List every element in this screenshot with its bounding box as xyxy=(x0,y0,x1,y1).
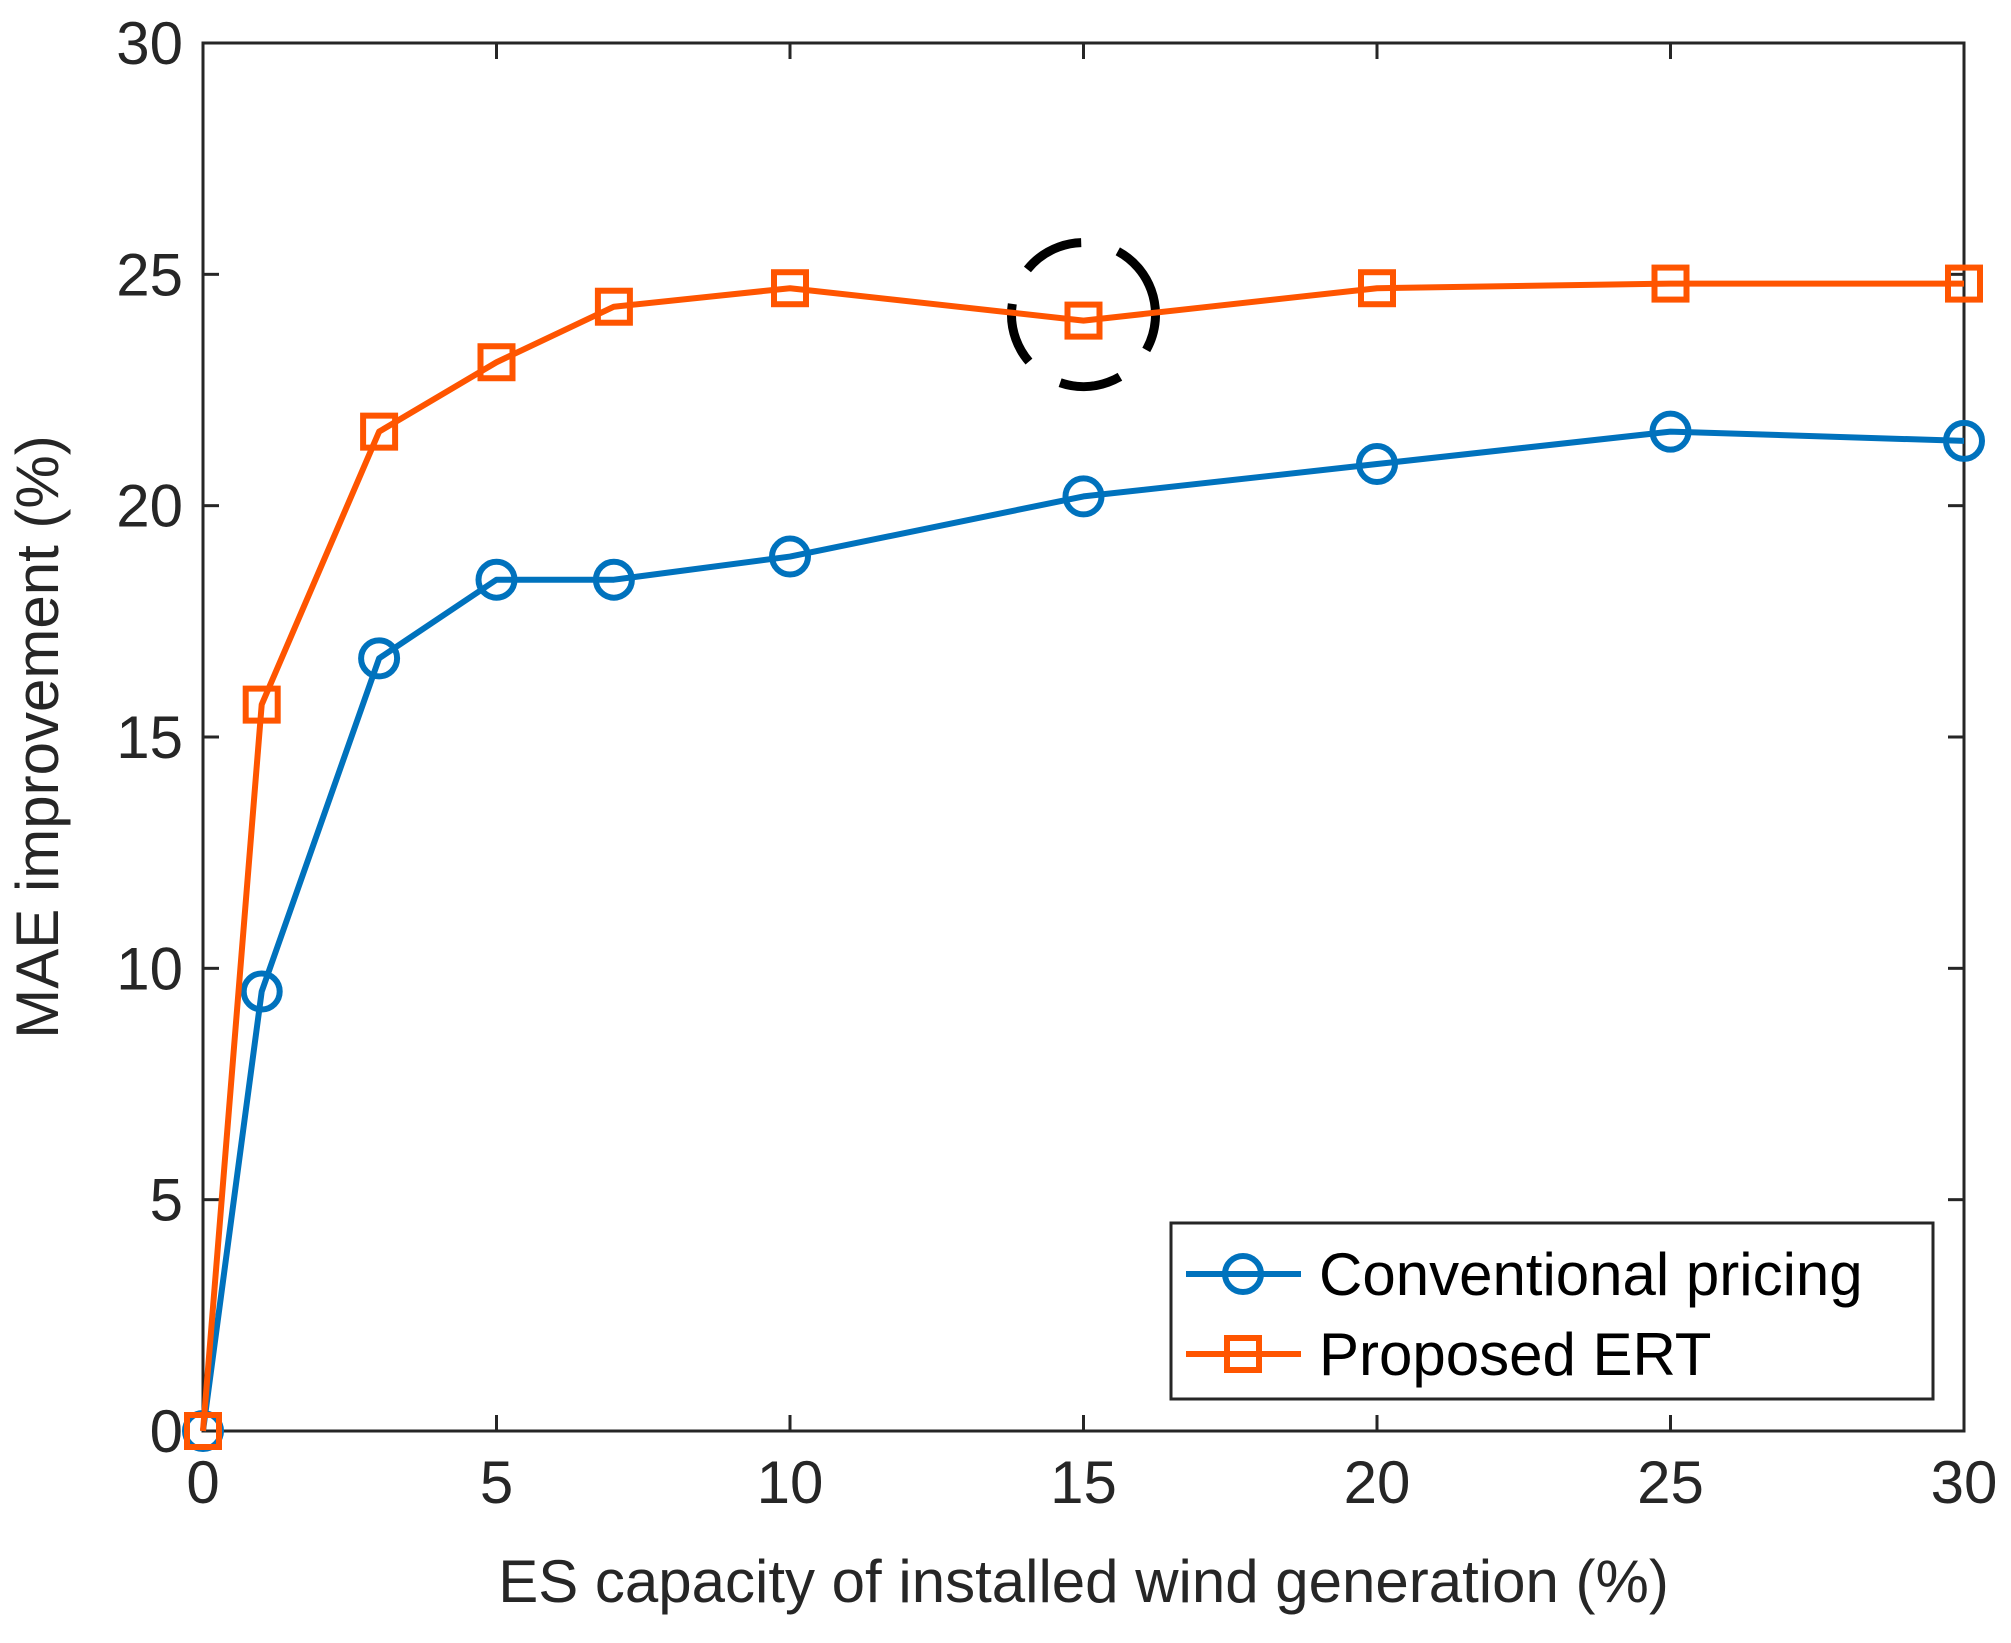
y-tick-label: 25 xyxy=(116,241,183,308)
data-point xyxy=(1945,264,1983,303)
series-line xyxy=(200,428,1965,1432)
legend-marker xyxy=(1222,1253,1264,1295)
x-tick-label: 25 xyxy=(1637,1449,1704,1516)
legend: Conventional pricing Proposed ERT xyxy=(1169,1221,1935,1401)
legend-entry: Proposed ERT xyxy=(1186,1321,1711,1388)
data-point xyxy=(360,412,399,451)
x-tick-label: 20 xyxy=(1344,1449,1411,1516)
highlight-dashed-circle xyxy=(1007,238,1160,392)
data-point xyxy=(1356,443,1398,486)
series-proposed-ert xyxy=(184,264,1983,1450)
data-point xyxy=(594,287,633,326)
data-point xyxy=(1064,301,1103,340)
y-tick-label: 10 xyxy=(116,935,183,1002)
x-tick-label: 15 xyxy=(1050,1449,1117,1516)
y-tick-label: 15 xyxy=(116,704,183,771)
series-line xyxy=(200,280,1964,1432)
axis-tick-labels: 0 5 10 15 20 25 30 0 5 10 15 20 25 30 xyxy=(116,10,1997,1516)
data-point xyxy=(240,970,283,1013)
legend-entry: Conventional pricing xyxy=(1186,1241,1863,1308)
data-point xyxy=(1943,419,1985,462)
legend-box xyxy=(1169,1221,1935,1401)
x-tick-label: 30 xyxy=(1931,1449,1998,1516)
legend-label: Proposed ERT xyxy=(1319,1321,1711,1388)
data-point xyxy=(242,685,281,724)
data-point xyxy=(771,269,809,308)
legend-marker xyxy=(1224,1335,1262,1373)
data-point xyxy=(358,637,401,680)
x-tick-label: 10 xyxy=(757,1449,824,1516)
x-tick-label: 5 xyxy=(480,1449,513,1516)
x-axis-title: ES capacity of installed wind generation… xyxy=(498,1548,1669,1615)
legend-label: Conventional pricing xyxy=(1319,1241,1863,1308)
data-point xyxy=(1062,475,1105,518)
y-tick-label: 5 xyxy=(150,1167,183,1234)
data-point xyxy=(475,558,518,601)
y-tick-label: 0 xyxy=(150,1398,183,1465)
data-point xyxy=(184,1412,222,1450)
data-point xyxy=(477,343,516,382)
annotation-layer xyxy=(1007,238,1160,392)
y-tick-label: 20 xyxy=(116,473,183,540)
series-layer xyxy=(182,264,1985,1452)
x-tick-label: 0 xyxy=(186,1449,219,1516)
data-point xyxy=(1649,410,1692,453)
data-point xyxy=(1651,264,1690,303)
data-point xyxy=(769,535,811,578)
y-tick-label: 30 xyxy=(116,10,183,77)
data-point xyxy=(1358,269,1396,308)
data-point xyxy=(592,558,635,601)
y-axis-title: MAE improvement (%) xyxy=(4,435,71,1038)
